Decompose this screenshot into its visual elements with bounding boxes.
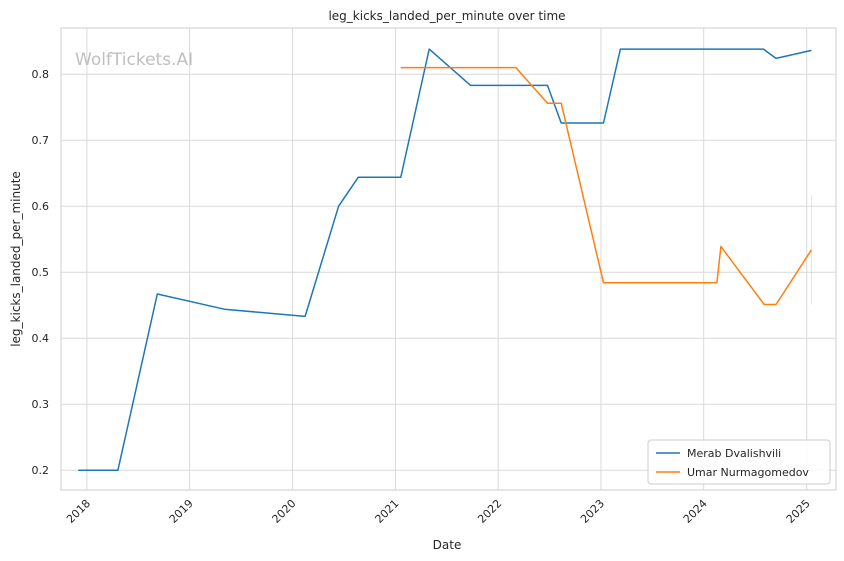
legend-label: Merab Dvalishvili (687, 447, 781, 460)
series-line-1 (78, 48, 812, 471)
plot-area (60, 27, 837, 491)
y-tick-label: 0.2 (32, 464, 50, 477)
legend-box (647, 439, 831, 485)
grid-lines (61, 28, 836, 490)
y-tick-label: 0.5 (32, 266, 50, 279)
y-axis-ticks: 0.2 0.3 0.4 0.5 0.6 0.7 0.8 (32, 68, 50, 477)
series-line-2 (400, 66, 813, 306)
y-tick-label: 0.4 (32, 332, 50, 345)
x-axis-label: Date (433, 538, 462, 552)
series-lines (78, 48, 813, 471)
watermark: WolfTickets.AI (75, 50, 193, 70)
y-tick-label: 0.8 (32, 68, 50, 81)
y-tick-label: 0.6 (32, 200, 50, 213)
y-tick-label: 0.3 (32, 398, 50, 411)
y-tick-label: 0.7 (32, 134, 50, 147)
legend: Merab Dvalishvili Umar Nurmagomedov (647, 439, 831, 485)
legend-label: Umar Nurmagomedov (687, 466, 809, 479)
chart-title: leg_kicks_landed_per_minute over time (328, 9, 565, 23)
y-axis-label: leg_kicks_landed_per_minute (9, 171, 23, 347)
